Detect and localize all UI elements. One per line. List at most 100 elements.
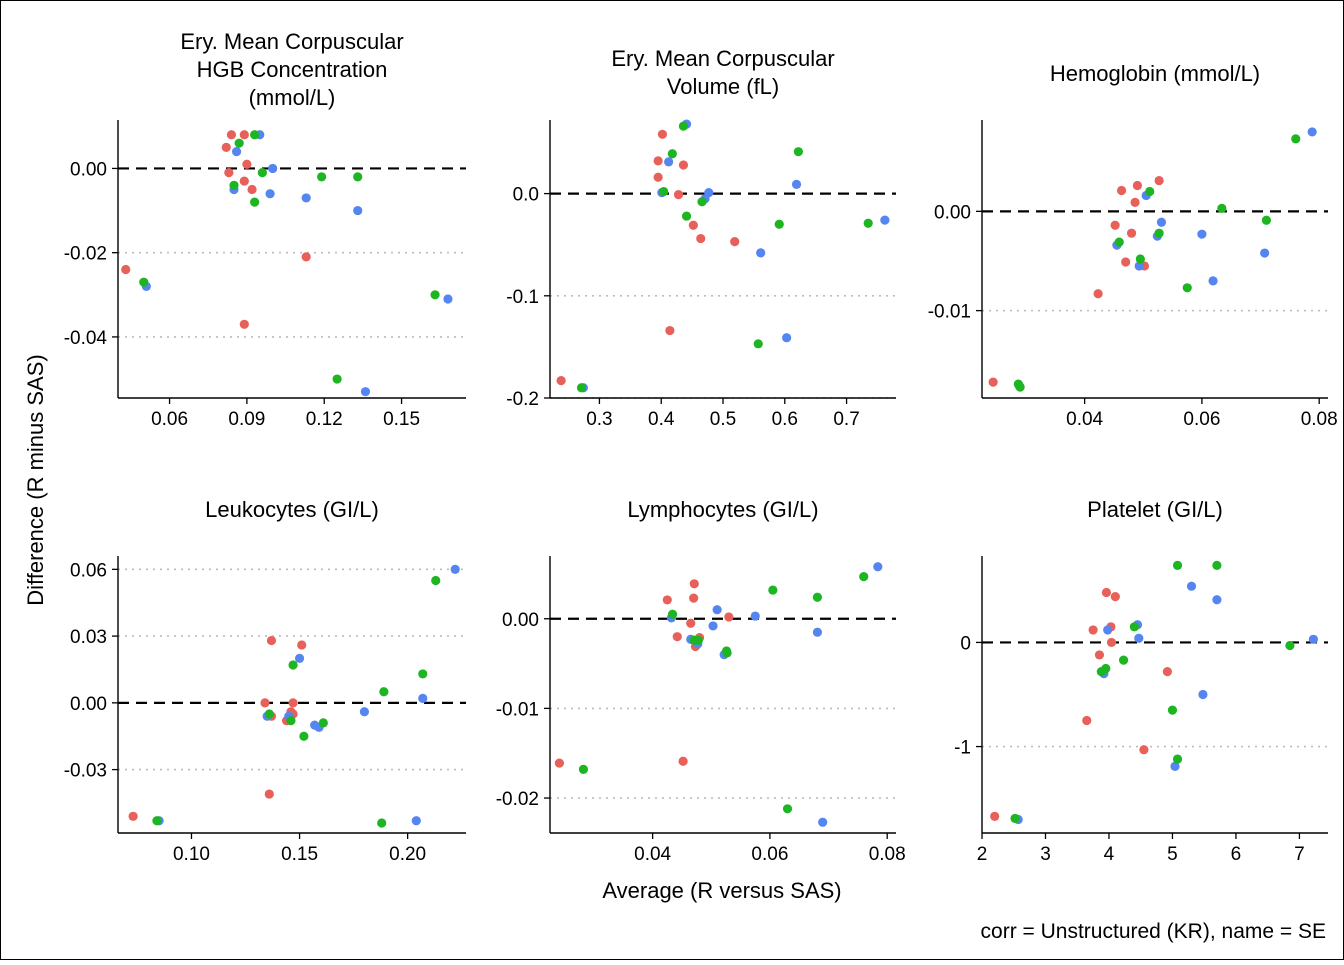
data-point-red <box>1132 180 1143 191</box>
data-point-blue <box>1103 625 1113 635</box>
data-point-blue <box>1134 261 1144 271</box>
data-point-green <box>578 764 589 774</box>
data-point-green <box>353 172 363 182</box>
data-point-green <box>1217 203 1227 213</box>
y-tick-label: 0.03 <box>70 627 107 648</box>
data-point-red <box>1106 637 1117 648</box>
data-point-red <box>678 756 688 766</box>
data-point-green <box>678 121 689 131</box>
data-point-red <box>1110 592 1120 602</box>
data-point-red <box>724 612 734 622</box>
data-point-blue <box>1308 634 1318 644</box>
data-point-green <box>1145 186 1155 197</box>
data-point-blue <box>1156 217 1167 227</box>
x-tick-label: 5 <box>1167 844 1178 865</box>
data-point-green <box>431 575 441 586</box>
data-point-red <box>1094 650 1105 660</box>
data-point-red <box>1121 257 1131 267</box>
panel-title-line: Ery. Mean Corpuscular <box>180 29 403 54</box>
panel-5: Lymphocytes (GI/L) 0.04 0.06 0.08 0.00 -0.01 -… <box>496 497 906 865</box>
data-point-red <box>1126 228 1137 238</box>
data-point-red <box>988 377 998 387</box>
data-point-blue <box>268 163 278 174</box>
x-tick-label: 0.04 <box>1066 409 1103 430</box>
data-point-blue <box>750 611 760 621</box>
data-point-green <box>1212 560 1222 570</box>
x-tick-label: 0.6 <box>772 409 798 430</box>
caption: corr = Unstructured (KR), name = SE <box>981 920 1326 943</box>
data-point-red <box>242 159 252 169</box>
panel-title-line: Ery. Mean Corpuscular <box>611 46 834 71</box>
x-tick-label: 0.04 <box>634 844 671 865</box>
data-point-green <box>667 149 677 159</box>
data-point-green <box>1261 215 1272 225</box>
data-point-red <box>239 176 249 186</box>
panel-6: Platelet (GI/L) 2 3 4 5 6 7 0 -1 <box>954 497 1328 865</box>
data-point-blue <box>301 193 311 203</box>
data-point-red <box>226 130 237 140</box>
data-point-green <box>667 609 678 619</box>
data-point-blue <box>664 157 674 167</box>
x-tick-label: 0.3 <box>586 409 612 430</box>
data-point-red <box>657 129 668 139</box>
data-point-red <box>1130 197 1140 208</box>
data-point-blue <box>1134 633 1144 643</box>
y-tick-label: -0.02 <box>496 789 539 810</box>
data-point-red <box>1110 220 1120 230</box>
x-tick-label: 0.12 <box>306 409 343 430</box>
y-tick-label: 0 <box>960 633 971 654</box>
data-point-red <box>128 811 138 821</box>
data-point-blue <box>791 179 802 189</box>
data-point-green <box>693 635 703 645</box>
data-point-red <box>239 130 249 140</box>
x-tick-label: 0.5 <box>710 409 736 430</box>
data-point-blue <box>818 817 828 827</box>
y-tick-label: 0.00 <box>934 202 971 223</box>
data-point-red <box>730 237 740 247</box>
x-tick-label: 0.10 <box>173 844 210 865</box>
data-point-red <box>678 160 689 170</box>
data-point-blue <box>880 215 890 225</box>
data-point-red <box>297 640 307 650</box>
data-point-green <box>299 731 309 741</box>
data-point-red <box>653 156 663 166</box>
data-point-green <box>1285 640 1295 651</box>
data-point-green <box>1118 655 1129 665</box>
y-axis-title: Difference (R minus SAS) <box>23 354 48 605</box>
x-tick-label: 6 <box>1231 844 1242 865</box>
y-tick-label: -0.1 <box>506 287 539 308</box>
x-tick-label: 4 <box>1104 844 1115 865</box>
data-point-blue <box>1197 229 1207 239</box>
data-point-green <box>1291 134 1301 144</box>
x-tick-label: 0.15 <box>281 844 318 865</box>
data-point-blue <box>712 605 722 615</box>
data-point-red <box>1082 715 1092 726</box>
data-point-green <box>722 648 732 658</box>
data-point-green <box>1101 663 1111 674</box>
x-tick-label: 0.4 <box>648 409 675 430</box>
data-point-blue <box>353 205 363 216</box>
data-point-green <box>681 211 692 221</box>
x-tick-label: 0.15 <box>383 409 420 430</box>
data-point-green <box>812 592 823 602</box>
data-point-red <box>288 698 298 708</box>
data-point-blue <box>411 816 421 826</box>
x-tick-label: 0.09 <box>228 409 265 430</box>
data-point-red <box>121 264 131 275</box>
y-tick-label: 0.00 <box>70 159 107 180</box>
data-point-red <box>1139 745 1149 755</box>
panel-title-line: HGB Concentration <box>197 57 388 82</box>
panel-title-line: Platelet (GI/L) <box>1087 497 1223 522</box>
data-point-blue <box>359 707 370 717</box>
data-point-red <box>688 220 698 230</box>
panel-title-line: (mmol/L) <box>249 85 336 110</box>
x-tick-label: 0.08 <box>1301 409 1338 430</box>
x-tick-label: 2 <box>977 844 988 865</box>
data-point-green <box>659 186 669 197</box>
data-point-blue <box>1186 581 1197 591</box>
data-point-red <box>689 593 699 603</box>
data-point-green <box>418 669 428 679</box>
x-tick-label: 0.7 <box>833 409 859 430</box>
panels: Ery. Mean Corpuscular HGB Concentration (m… <box>64 29 1338 865</box>
